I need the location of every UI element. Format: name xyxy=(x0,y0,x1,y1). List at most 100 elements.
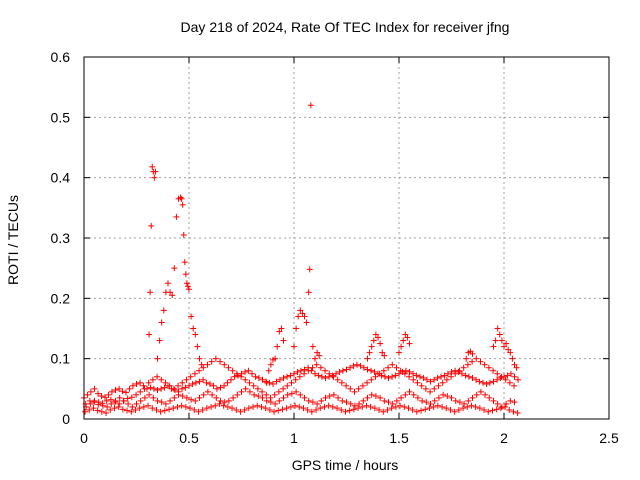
data-point xyxy=(297,391,304,398)
data-point xyxy=(200,364,207,371)
data-point xyxy=(137,397,144,404)
data-point xyxy=(372,393,379,400)
data-point xyxy=(161,407,168,414)
data-point xyxy=(95,401,102,408)
data-point xyxy=(154,397,161,404)
data-point xyxy=(145,379,152,386)
data-point xyxy=(515,376,522,383)
data-point xyxy=(477,388,484,395)
data-point xyxy=(175,391,182,398)
data-point xyxy=(492,337,499,344)
data-point xyxy=(237,408,244,415)
data-point xyxy=(360,397,367,404)
data-point xyxy=(112,399,119,406)
data-point xyxy=(217,384,224,391)
data-point xyxy=(435,382,442,389)
data-point xyxy=(364,355,371,362)
data-point xyxy=(208,403,215,410)
data-point xyxy=(270,381,276,388)
data-point xyxy=(209,391,216,398)
data-point xyxy=(278,325,285,332)
data-point xyxy=(347,385,354,392)
data-point xyxy=(430,403,437,410)
data-point xyxy=(325,402,332,409)
data-point xyxy=(283,405,290,412)
data-point xyxy=(305,397,312,404)
data-point xyxy=(137,379,144,386)
data-point xyxy=(426,405,433,412)
data-point xyxy=(90,405,97,412)
data-point xyxy=(355,385,362,392)
data-point xyxy=(173,213,180,220)
data-point xyxy=(95,390,102,397)
data-point xyxy=(250,403,257,410)
data-point xyxy=(494,325,501,332)
x-tick-label: 1 xyxy=(290,430,298,446)
data-point xyxy=(233,370,240,377)
data-point xyxy=(304,406,311,413)
data-point xyxy=(294,368,301,375)
data-point xyxy=(291,370,297,377)
data-point xyxy=(431,376,438,383)
data-point xyxy=(334,376,341,383)
data-point xyxy=(443,405,450,412)
data-point xyxy=(443,376,450,383)
data-point xyxy=(486,379,493,386)
data-point xyxy=(371,405,378,412)
data-point xyxy=(497,374,504,381)
data-point xyxy=(231,373,238,380)
data-point xyxy=(385,399,392,406)
data-point xyxy=(103,409,110,416)
x-tick-labels: 0 0.5 1 1.5 2 2.5 xyxy=(80,430,619,446)
data-point xyxy=(318,397,325,404)
data-point xyxy=(123,389,129,396)
data-point xyxy=(417,373,423,380)
data-point xyxy=(455,368,462,375)
data-point xyxy=(119,406,126,413)
data-point xyxy=(381,373,388,380)
data-point xyxy=(194,343,201,350)
data-point xyxy=(451,408,458,415)
data-point xyxy=(116,385,123,392)
data-point xyxy=(309,399,316,406)
data-point xyxy=(192,379,199,386)
data-point xyxy=(316,352,323,359)
data-point xyxy=(262,405,269,412)
data-point xyxy=(380,408,387,415)
data-point xyxy=(196,394,203,401)
data-point xyxy=(392,372,399,379)
data-point xyxy=(305,367,312,374)
data-point xyxy=(498,373,505,380)
data-point xyxy=(246,379,253,386)
data-point xyxy=(343,399,350,406)
data-point xyxy=(431,397,438,404)
data-point xyxy=(511,361,518,368)
data-point xyxy=(303,319,310,326)
data-point xyxy=(343,382,350,389)
data-point xyxy=(322,374,329,381)
data-point xyxy=(267,361,274,368)
data-point xyxy=(187,373,194,380)
data-point xyxy=(490,378,497,385)
data-point xyxy=(140,382,147,389)
data-point xyxy=(180,231,187,238)
data-point xyxy=(329,403,336,410)
data-point xyxy=(350,406,357,413)
data-point xyxy=(410,370,417,377)
data-point xyxy=(263,379,270,386)
data-point xyxy=(288,390,295,397)
data-point xyxy=(381,352,388,359)
y-tick-label: 0.3 xyxy=(51,230,71,246)
data-point xyxy=(477,358,484,365)
data-point xyxy=(238,373,245,380)
data-point xyxy=(351,388,358,395)
data-point xyxy=(280,374,287,381)
data-point xyxy=(372,373,379,380)
data-point xyxy=(370,337,377,344)
data-point xyxy=(338,406,345,413)
data-point xyxy=(272,355,279,362)
data-point xyxy=(301,313,308,320)
data-point xyxy=(140,403,147,410)
data-point xyxy=(280,337,287,344)
x-axis-label: GPS time / hours xyxy=(292,457,399,473)
